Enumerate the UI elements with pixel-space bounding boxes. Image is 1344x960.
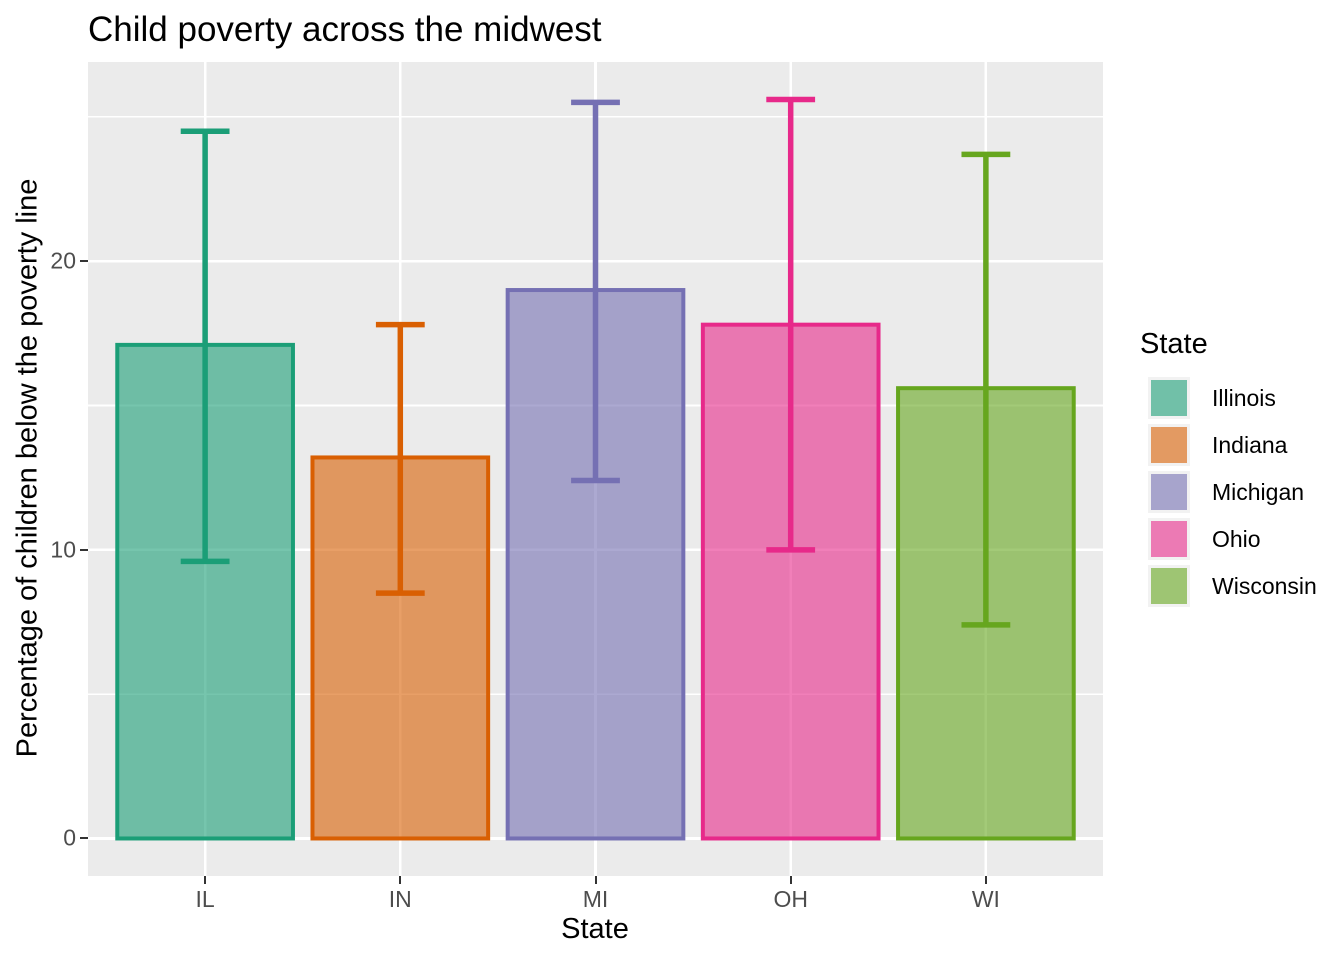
legend-key-swatch (1148, 518, 1190, 560)
errorbar-IN (375, 321, 425, 596)
y-tick-mark (80, 837, 88, 840)
legend-label: Ohio (1212, 525, 1261, 552)
legend-key-fill (1151, 521, 1187, 557)
legend-item-illinois: Illinois (1148, 377, 1317, 419)
legend-item-ohio: Ohio (1148, 518, 1317, 560)
legend-label: Illinois (1212, 384, 1276, 411)
legend-key-fill (1151, 427, 1187, 463)
legend-key-swatch (1148, 424, 1190, 466)
x-tick-label: IL (195, 886, 215, 912)
legend-key-fill (1151, 474, 1187, 510)
legend-label: Wisconsin (1212, 572, 1317, 599)
x-tick-mark (399, 876, 402, 884)
x-tick-label: IN (388, 886, 412, 912)
y-tick-label: 10 (50, 536, 76, 563)
legend-item-indiana: Indiana (1148, 424, 1317, 466)
x-tick-label: MI (582, 886, 609, 912)
errorbar-WI (961, 151, 1011, 628)
x-tick-mark (789, 876, 792, 884)
x-tick-label: OH (773, 886, 808, 912)
legend-key-fill (1151, 568, 1187, 604)
legend-title: State (1140, 328, 1208, 360)
legend-label: Michigan (1212, 478, 1305, 505)
x-tick-mark (594, 876, 597, 884)
plot-panel (88, 62, 1103, 876)
y-tick-mark (80, 260, 88, 263)
x-tick-mark (984, 876, 987, 884)
legend-item-wisconsin: Wisconsin (1148, 565, 1317, 607)
errorbar-MI (571, 99, 620, 484)
legend-item-michigan: Michigan (1148, 471, 1317, 513)
errorbar-OH (766, 96, 816, 553)
legend-items: Illinois Indiana Michigan Ohio Wisconsin (1140, 377, 1317, 607)
legend-key-swatch (1148, 565, 1190, 607)
x-axis-title: State (561, 913, 629, 945)
y-tick-mark (80, 548, 88, 551)
y-tick-label: 0 (63, 824, 76, 851)
legend: State Illinois Indiana Michigan Ohio Wiscons… (1140, 328, 1317, 612)
x-tick-label: WI (971, 886, 1000, 912)
legend-key-swatch (1148, 471, 1190, 513)
legend-key-fill (1151, 380, 1187, 416)
chart-title: Child poverty across the midwest (88, 10, 602, 49)
legend-key-swatch (1148, 377, 1190, 419)
y-tick-label: 20 (50, 247, 76, 274)
errorbar-IL (180, 128, 230, 565)
x-tick-mark (204, 876, 207, 884)
bar-chart-canvas (88, 62, 1103, 876)
legend-label: Indiana (1212, 431, 1288, 458)
